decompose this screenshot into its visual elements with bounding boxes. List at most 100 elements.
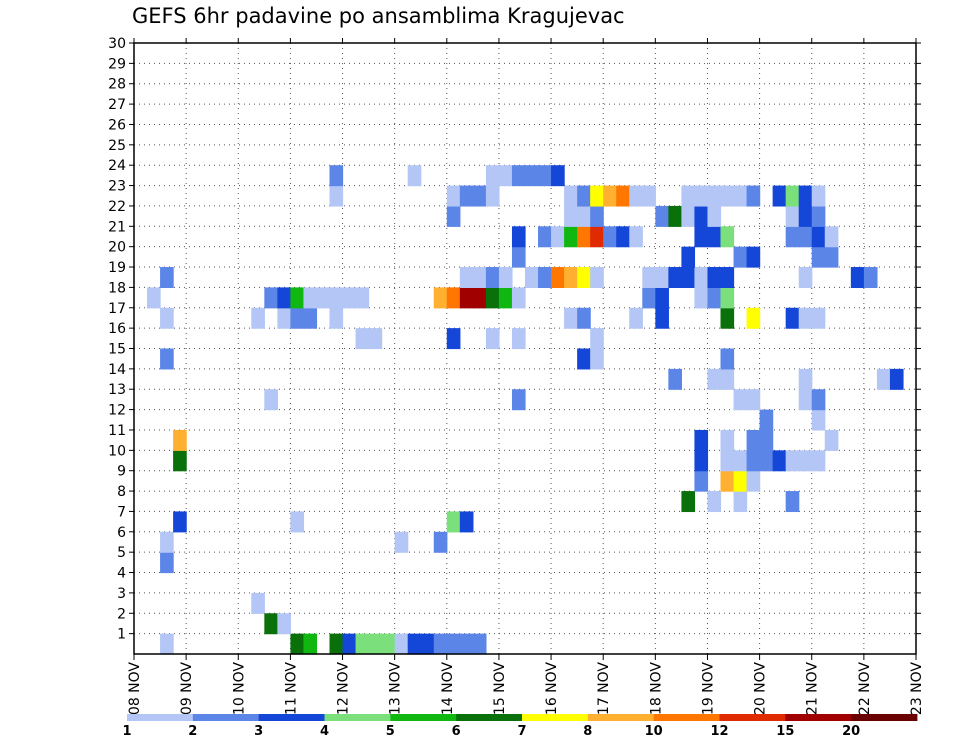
legend-swatch — [192, 714, 260, 721]
legend-label: 4 — [320, 724, 329, 739]
heatmap-cell — [290, 511, 305, 533]
heatmap-cell — [511, 165, 526, 187]
x-tick-label: 18 NOV — [648, 662, 664, 716]
heatmap-cell — [798, 368, 813, 390]
heatmap-cell — [746, 470, 761, 492]
heatmap-cell — [720, 348, 735, 370]
heatmap-cell — [811, 307, 826, 329]
y-tick-label: 3 — [117, 586, 126, 602]
heatmap-cell — [355, 287, 370, 309]
chart-title: GEFS 6hr padavine po ansamblima Kragujev… — [132, 4, 625, 28]
heatmap-cell — [290, 633, 305, 655]
x-tick-label: 15 NOV — [492, 662, 508, 716]
heatmap-cell — [811, 226, 826, 248]
heatmap-cell — [355, 328, 370, 350]
heatmap-cell — [564, 267, 578, 288]
heatmap-cell — [355, 633, 370, 655]
legend-swatch — [653, 714, 720, 721]
y-tick-label: 28 — [108, 77, 126, 93]
heatmap-cell — [707, 491, 722, 513]
heatmap-cell — [329, 185, 344, 207]
y-tick-label: 1 — [117, 627, 126, 643]
heatmap-cell — [472, 633, 487, 655]
heatmap-cell — [629, 185, 643, 207]
heatmap-cell — [446, 287, 461, 309]
y-tick-label: 26 — [108, 117, 126, 133]
heatmap-cell — [733, 389, 748, 411]
heatmap-cell — [407, 165, 422, 187]
heatmap-cell — [694, 429, 709, 451]
heatmap-cell — [459, 633, 474, 655]
heatmap-cell — [290, 287, 305, 309]
heatmap-cell — [160, 531, 174, 553]
heatmap-cell — [785, 185, 800, 207]
heatmap-cell — [733, 491, 748, 513]
heatmap-cell — [720, 267, 735, 288]
heatmap-cell — [876, 368, 891, 390]
heatmap-cell — [394, 633, 409, 655]
heatmap-cell — [446, 633, 461, 655]
x-tick-label: 22 NOV — [857, 662, 873, 716]
heatmap-cell — [707, 226, 722, 248]
x-tick-label: 20 NOV — [753, 662, 769, 716]
heatmap-cell — [407, 633, 422, 655]
heatmap-cell — [720, 287, 735, 309]
heatmap-cell — [446, 185, 461, 207]
heatmap-cell — [173, 429, 187, 451]
heatmap-cell — [433, 531, 448, 553]
heatmap-cell — [720, 226, 735, 248]
heatmap-cell — [160, 633, 174, 655]
heatmap-cell — [160, 348, 174, 370]
heatmap-cell — [694, 450, 709, 472]
heatmap-cell — [472, 185, 487, 207]
heatmap-cell — [720, 450, 735, 472]
legend-swatch — [456, 714, 523, 721]
heatmap-cell — [511, 287, 526, 309]
heatmap-cell — [147, 287, 161, 309]
heatmap-cell — [459, 267, 474, 288]
heatmap-cell — [798, 450, 813, 472]
legend-swatch — [587, 714, 655, 721]
heatmap-cell — [733, 185, 748, 207]
legend-label: 6 — [452, 724, 461, 739]
heatmap-cell — [772, 450, 787, 472]
heatmap-cell — [707, 267, 722, 288]
heatmap-cell — [720, 470, 735, 492]
heatmap-cell — [798, 307, 813, 329]
heatmap-cell — [577, 307, 591, 329]
legend-label: 15 — [776, 724, 794, 739]
y-tick-label: 24 — [108, 158, 126, 174]
heatmap-cell — [798, 185, 813, 207]
heatmap-cell — [577, 226, 591, 248]
heatmap-cell — [485, 267, 500, 288]
heatmap-cell — [720, 185, 735, 207]
heatmap-cell — [511, 226, 526, 248]
y-tick-label: 6 — [117, 525, 126, 541]
heatmap-cell — [746, 307, 761, 329]
heatmap-cell — [811, 185, 826, 207]
heatmap-cell — [511, 389, 526, 411]
x-tick-label: 09 NOV — [179, 662, 195, 716]
heatmap-cell — [446, 205, 461, 227]
heatmap-cell — [863, 267, 878, 288]
heatmap-cell — [798, 267, 813, 288]
heatmap-cell — [551, 226, 565, 248]
heatmap-cell — [472, 267, 487, 288]
heatmap-cell — [329, 307, 344, 329]
heatmap-cell — [642, 185, 656, 207]
heatmap-cell — [264, 389, 278, 411]
x-tick-label: 21 NOV — [805, 662, 821, 716]
heatmap-cell — [551, 267, 565, 288]
heatmap-cell — [446, 511, 461, 533]
heatmap-cell — [277, 613, 291, 635]
heatmap-cell — [759, 450, 774, 472]
heatmap-cell — [720, 368, 735, 390]
heatmap-cell — [485, 165, 500, 187]
heatmap-cell — [251, 307, 265, 329]
x-tick-label: 12 NOV — [336, 662, 352, 716]
y-tick-label: 25 — [108, 138, 126, 154]
heatmap-cell — [733, 246, 748, 268]
y-tick-label: 22 — [108, 199, 126, 215]
